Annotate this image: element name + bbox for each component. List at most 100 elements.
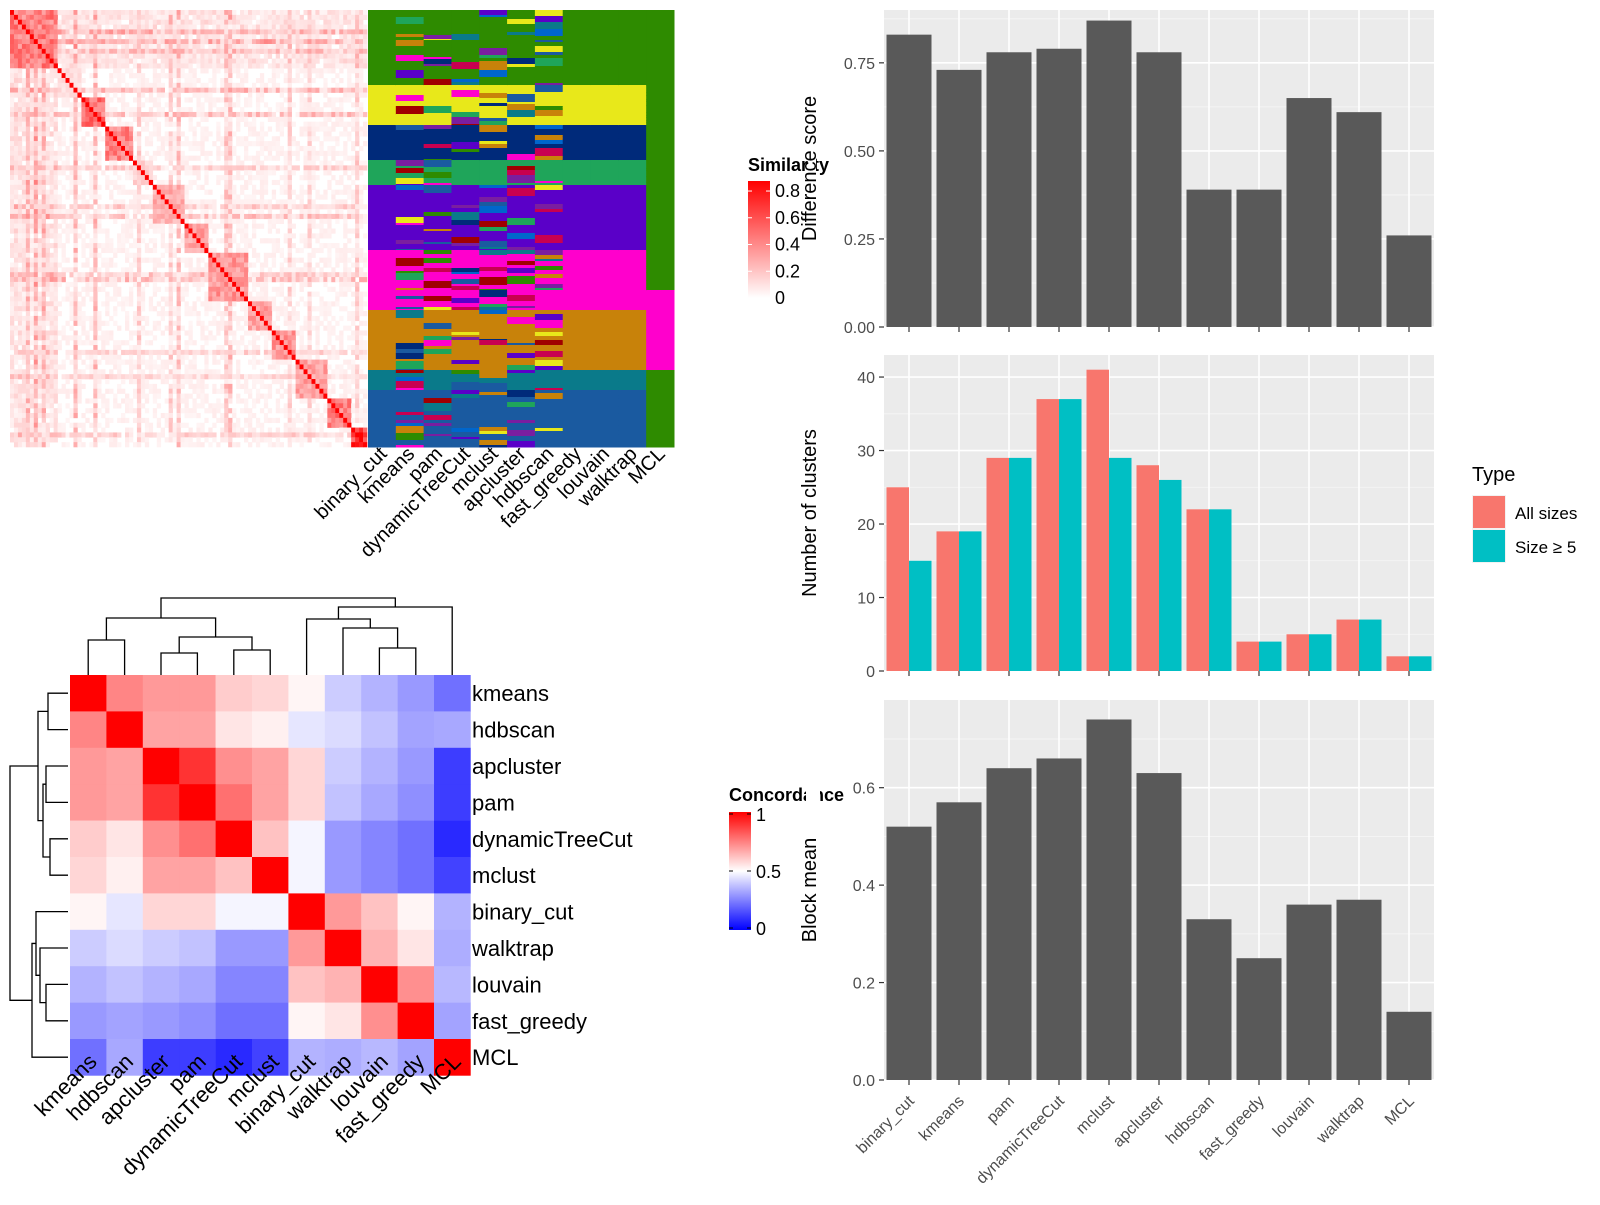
similarity-cell <box>208 301 213 307</box>
similarity-cell <box>204 111 209 118</box>
similarity-cell <box>299 345 304 351</box>
similarity-cell <box>160 209 165 215</box>
similarity-cell <box>37 354 43 360</box>
similarity-cell <box>299 175 304 181</box>
similarity-cell <box>248 330 253 336</box>
similarity-cell <box>148 111 154 118</box>
similarity-cell <box>101 204 106 210</box>
similarity-cell <box>168 354 173 360</box>
similarity-cell <box>65 92 70 98</box>
similarity-cell <box>41 184 46 190</box>
similarity-cell <box>299 325 304 331</box>
similarity-cell <box>125 10 130 16</box>
similarity-cell <box>77 116 82 122</box>
similarity-cell <box>359 14 364 21</box>
similarity-cell <box>164 10 169 16</box>
similarity-cell <box>188 349 193 356</box>
similarity-cell <box>232 165 237 171</box>
similarity-cell <box>232 209 237 215</box>
similarity-cell <box>156 29 162 35</box>
similarity-cell <box>176 111 181 118</box>
similarity-cell <box>77 374 82 380</box>
similarity-cell <box>331 150 336 156</box>
similarity-cell <box>45 82 50 88</box>
similarity-cell <box>140 77 146 84</box>
similarity-cell <box>37 165 43 171</box>
similarity-cell <box>188 82 193 88</box>
similarity-cell <box>319 369 324 375</box>
similarity-cell <box>29 364 35 370</box>
similarity-cell <box>204 349 209 356</box>
similarity-cell <box>347 325 352 331</box>
similarity-cell <box>21 291 27 297</box>
similarity-cell <box>212 267 217 273</box>
similarity-cell <box>259 48 265 54</box>
similarity-cell <box>307 277 312 283</box>
similarity-cell <box>176 345 181 351</box>
similarity-cell <box>275 19 281 25</box>
similarity-cell <box>208 160 213 166</box>
similarity-cell <box>303 320 308 326</box>
similarity-cell <box>13 150 19 156</box>
similarity-cell <box>315 238 320 244</box>
similarity-cell <box>196 145 201 152</box>
similarity-cell <box>176 340 181 346</box>
similarity-cell <box>17 213 23 220</box>
similarity-cell <box>248 291 253 297</box>
similarity-cell <box>279 48 284 54</box>
similarity-cell <box>148 34 154 40</box>
similarity-cell <box>200 369 205 375</box>
similarity-cell <box>339 48 344 54</box>
similarity-cell <box>69 63 74 69</box>
similarity-cell <box>355 14 360 21</box>
similarity-cell <box>240 340 245 346</box>
similarity-cell <box>176 209 181 215</box>
similarity-cell <box>184 238 189 244</box>
similarity-cell <box>93 238 98 244</box>
similarity-cell <box>113 155 118 161</box>
similarity-cell <box>323 262 328 268</box>
similarity-cell <box>339 63 344 69</box>
similarity-cell <box>17 116 23 122</box>
similarity-cell <box>192 141 197 147</box>
similarity-cell <box>97 53 102 59</box>
similarity-cell <box>41 306 46 312</box>
similarity-cell <box>188 116 193 122</box>
similarity-cell <box>21 243 27 249</box>
similarity-cell <box>295 48 300 54</box>
similarity-cell <box>220 77 225 84</box>
similarity-cell <box>160 330 165 336</box>
similarity-cell <box>224 131 229 137</box>
similarity-cell <box>192 136 197 142</box>
similarity-cell <box>29 170 35 176</box>
similarity-cell <box>29 19 35 25</box>
similarity-cell <box>180 218 185 224</box>
similarity-cell <box>144 179 150 186</box>
similarity-cell <box>113 281 118 288</box>
similarity-cell <box>188 209 193 215</box>
similarity-cell <box>113 349 118 356</box>
similarity-cell <box>176 335 181 341</box>
similarity-cell <box>140 34 146 40</box>
similarity-cell <box>89 189 94 195</box>
similarity-cell <box>136 320 142 326</box>
similarity-cell <box>125 29 130 35</box>
similarity-cell <box>148 58 154 64</box>
similarity-cell <box>200 330 205 336</box>
similarity-cell <box>89 87 94 93</box>
similarity-cell <box>29 116 35 122</box>
similarity-cell <box>347 77 352 84</box>
similarity-cell <box>263 10 269 16</box>
similarity-cell <box>204 199 209 205</box>
similarity-cell <box>121 301 126 307</box>
similarity-cell <box>291 223 296 229</box>
similarity-cell <box>53 267 58 273</box>
similarity-cell <box>117 10 122 16</box>
similarity-cell <box>13 194 19 200</box>
similarity-cell <box>232 10 237 16</box>
similarity-cell <box>65 238 70 244</box>
similarity-cell <box>287 364 292 370</box>
similarity-cell <box>117 97 122 103</box>
similarity-cell <box>117 145 122 152</box>
similarity-cell <box>275 204 281 210</box>
